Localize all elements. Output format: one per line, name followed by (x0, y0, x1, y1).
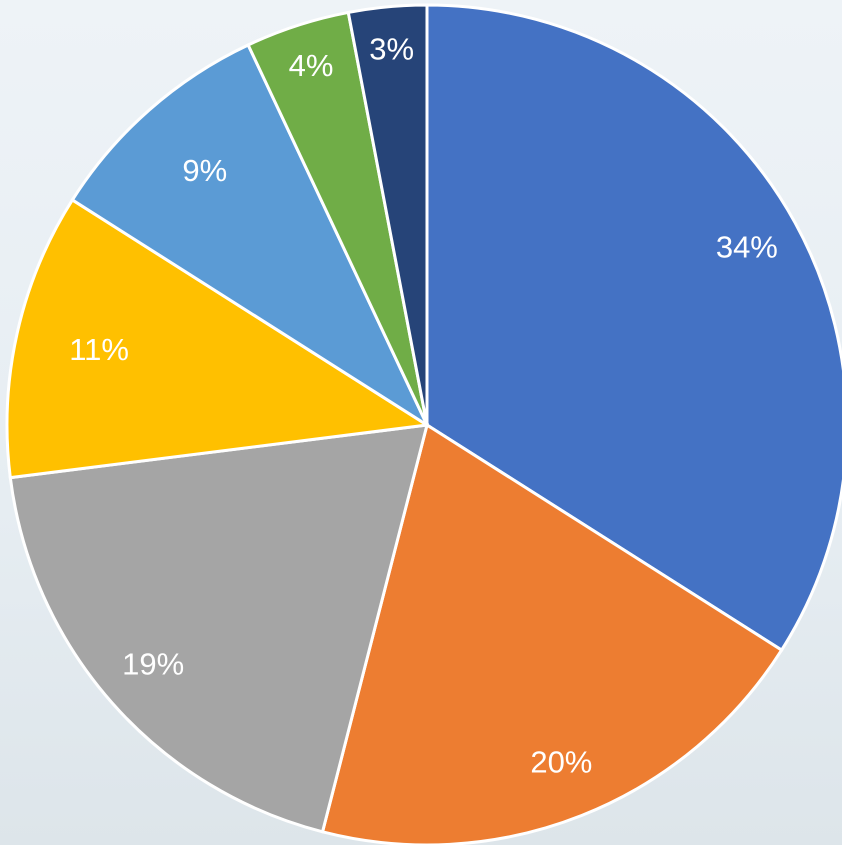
data-label: 9% (182, 153, 227, 188)
data-label: 3% (369, 31, 414, 66)
data-label: 4% (289, 48, 334, 83)
data-label: 19% (122, 647, 184, 682)
page: 34%20%19%11%9%4%3% (() => { const data =… (0, 0, 842, 845)
data-label: 11% (69, 332, 129, 367)
data-label: 20% (530, 745, 592, 780)
chart: 34% 20% 19% 11% 9% 4% 3% (0, 0, 842, 845)
data-label: 34% (716, 229, 778, 264)
